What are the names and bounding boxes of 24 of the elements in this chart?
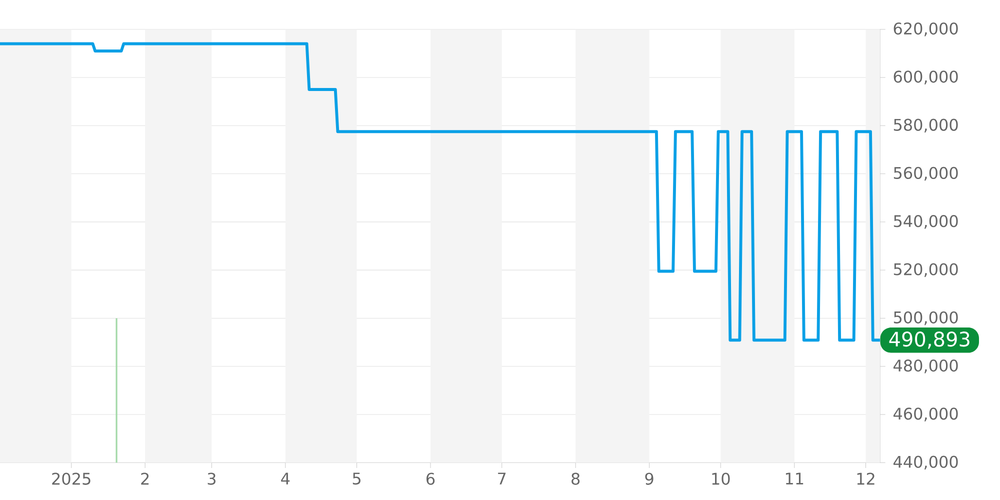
y-tick-label: 580,000 — [894, 118, 958, 132]
x-tick-label: 4 — [281, 472, 290, 484]
y-tick-label: 620,000 — [894, 22, 958, 36]
x-tick-label: 12 — [857, 472, 874, 485]
y-tick-label: 440,000 — [893, 456, 958, 470]
annotation: 490,893 — [889, 332, 970, 349]
y-tick-label: 480,000 — [893, 360, 958, 374]
x-tick-label: 11 — [786, 472, 804, 484]
x-tick-label: 10 — [712, 472, 730, 485]
y-tick-label: 560,000 — [894, 166, 958, 181]
x-tick-label: 2 — [141, 472, 149, 485]
x-tick-label: 6 — [426, 472, 435, 485]
y-tick-label: 600,000 — [894, 70, 958, 84]
x-tick-label: 5 — [352, 472, 360, 485]
x-tick-label: 7 — [498, 472, 506, 484]
y-tick-label: 500,000 — [894, 311, 958, 326]
x-tick-label: 8 — [572, 472, 580, 485]
y-tick-label: 520,000 — [894, 263, 958, 277]
y-tick-label: 460,000 — [893, 408, 958, 422]
line-series — [0, 42, 882, 342]
x-tick-label: 9 — [645, 472, 654, 485]
x-tick-label: 2025 — [52, 472, 90, 485]
y-tick-label: 540,000 — [894, 215, 958, 229]
x-tick-label: 3 — [208, 472, 216, 485]
